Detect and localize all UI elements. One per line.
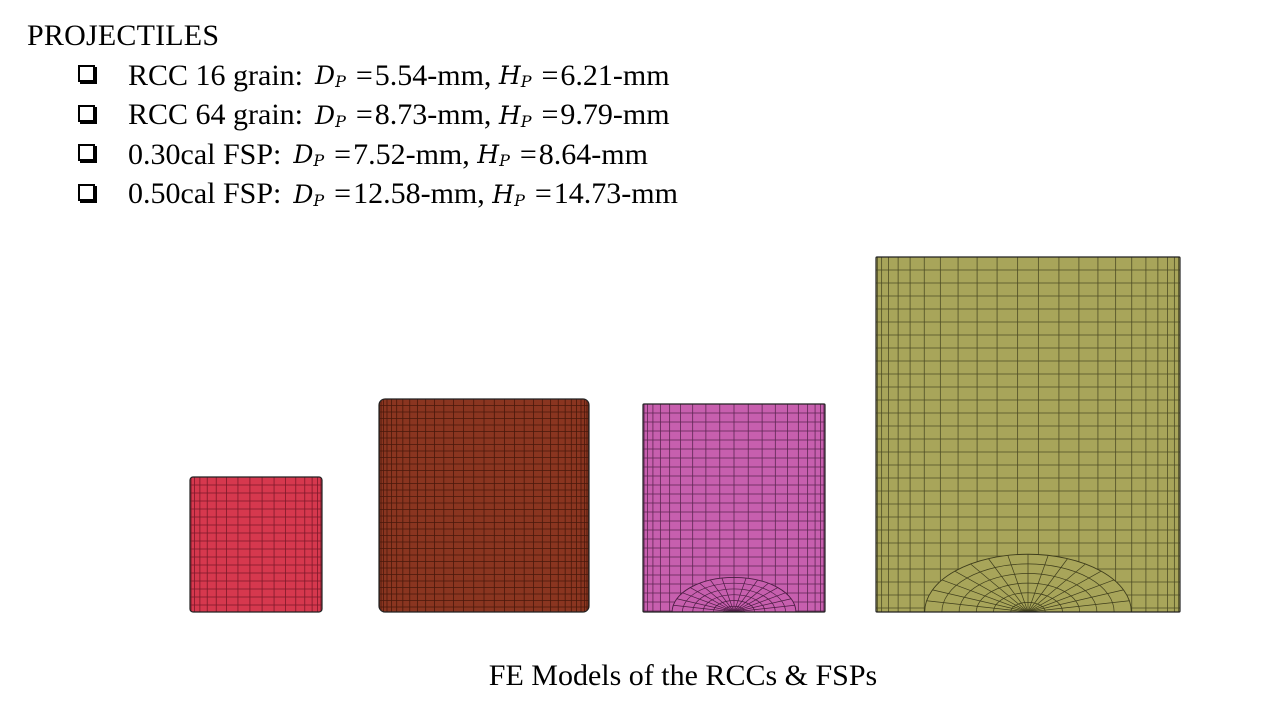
- height-value: 9.79-mm: [560, 98, 670, 132]
- mesh-model: [189, 476, 323, 613]
- projectile-name: 0.30cal FSP:: [128, 137, 282, 171]
- mesh-model: [875, 256, 1181, 613]
- height-subscript: P: [520, 72, 532, 92]
- projectile-name: RCC 16 grain:: [128, 58, 304, 92]
- diameter-symbol: D: [315, 61, 336, 91]
- checkbox-bullet-icon: [78, 144, 95, 162]
- projectile-name: RCC 64 grain:: [128, 98, 304, 132]
- diameter-value: 5.54-mm,: [374, 58, 492, 92]
- checkbox-bullet-icon: [78, 65, 95, 83]
- height-value: 6.21-mm: [560, 58, 670, 92]
- list-item: RCC 16 grain: D P = 5.54-mm, H P = 6.21-mm: [78, 56, 678, 96]
- diameter-subscript: P: [313, 190, 325, 210]
- diameter-symbol: D: [315, 100, 336, 130]
- height-value: 8.64-mm: [538, 137, 648, 171]
- height-symbol: H: [477, 140, 500, 170]
- list-item: 0.50cal FSP: D P = 12.58-mm, H P = 14.73-mm: [78, 175, 678, 215]
- diameter-value: 8.73-mm,: [374, 98, 492, 132]
- mesh-model: [378, 398, 590, 613]
- diameter-symbol: D: [293, 140, 314, 170]
- projectile-name: 0.50cal FSP:: [128, 177, 282, 211]
- height-symbol: H: [498, 100, 521, 130]
- height-value: 14.73-mm: [553, 177, 678, 211]
- diameter-subscript: P: [335, 72, 346, 92]
- height-subscript: P: [520, 111, 532, 131]
- figure-caption: FE Models of the RCCs & FSPs: [488, 659, 878, 692]
- checkbox-bullet-icon: [78, 104, 95, 122]
- diameter-subscript: P: [335, 111, 346, 131]
- diameter-value: 7.52-mm,: [353, 137, 470, 171]
- height-subscript: P: [499, 151, 510, 171]
- diameter-value: 12.58-mm,: [353, 177, 485, 211]
- checkbox-bullet-icon: [78, 183, 95, 201]
- height-subscript: P: [514, 190, 525, 210]
- diameter-subscript: P: [313, 151, 325, 171]
- projectile-list: RCC 16 grain: D P = 5.54-mm, H P = 6.21-mm RCC…: [78, 56, 678, 214]
- section-heading: PROJECTILES: [27, 19, 220, 52]
- height-symbol: H: [492, 179, 515, 209]
- list-item: RCC 64 grain: D P = 8.73-mm, H P = 9.79-mm: [78, 96, 678, 136]
- diameter-symbol: D: [293, 179, 314, 209]
- list-item: 0.30cal FSP: D P = 7.52-mm, H P = 8.64-mm: [78, 135, 678, 175]
- mesh-model: [642, 403, 826, 613]
- height-symbol: H: [498, 61, 521, 91]
